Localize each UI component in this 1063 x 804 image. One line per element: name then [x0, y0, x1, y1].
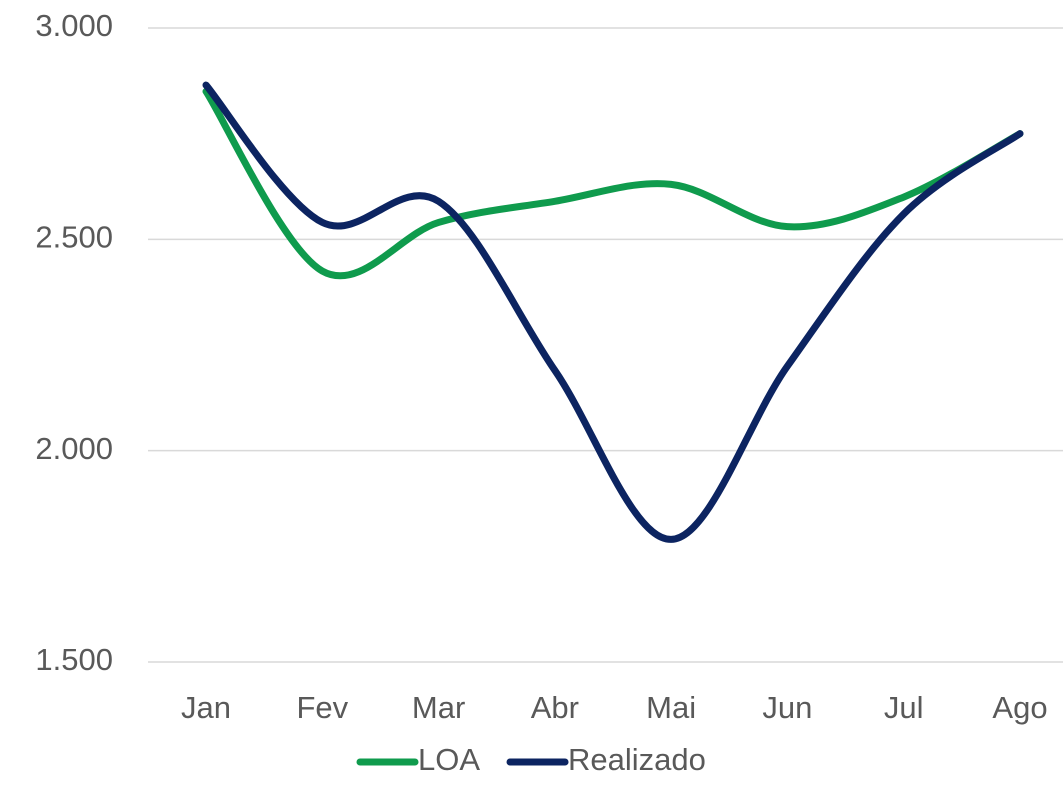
series-line	[202, 87, 1024, 280]
x-tick-label: Ago	[992, 690, 1047, 725]
y-tick-label: 1.500	[35, 642, 113, 677]
series-line	[202, 81, 1024, 543]
x-tick-label: Jun	[762, 690, 812, 725]
x-tick-label: Jan	[181, 690, 231, 725]
legend-label: Realizado	[568, 742, 706, 777]
x-tick-label: Jul	[884, 690, 924, 725]
y-tick-label: 2.000	[35, 431, 113, 466]
x-tick-label: Abr	[531, 690, 579, 725]
x-tick-label: Fev	[296, 690, 348, 725]
legend-label: LOA	[418, 742, 480, 777]
y-tick-label: 3.000	[35, 8, 113, 43]
y-tick-label: 2.500	[35, 220, 113, 255]
x-tick-label: Mai	[646, 690, 696, 725]
x-tick-label: Mar	[412, 690, 465, 725]
